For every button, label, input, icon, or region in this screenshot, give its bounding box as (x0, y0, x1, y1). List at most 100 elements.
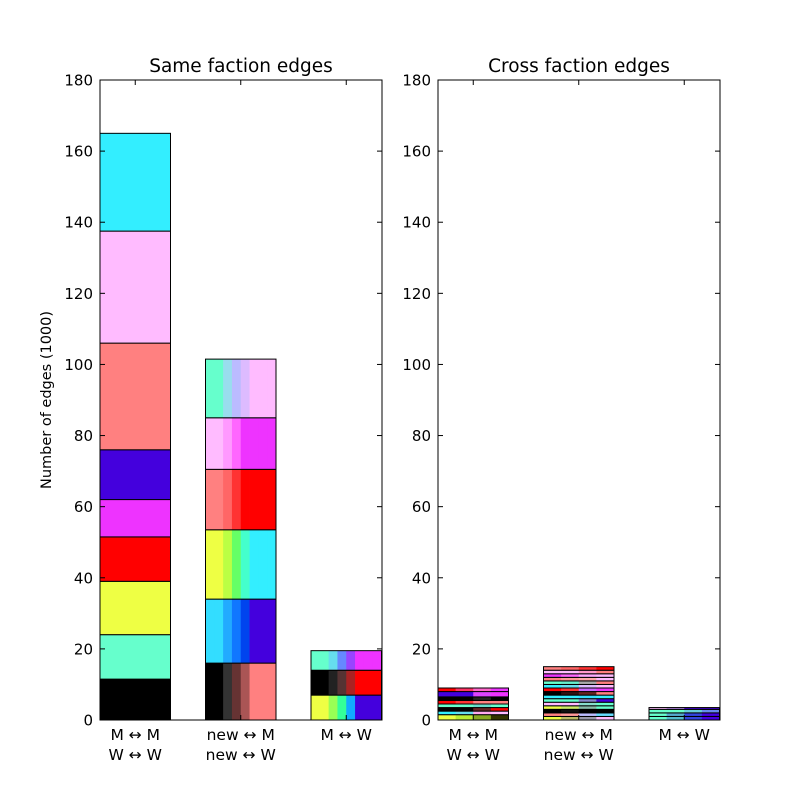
y-tick-label: 120 (402, 285, 431, 303)
segment-stripe (649, 707, 668, 710)
segment-stripe (328, 650, 338, 671)
segment-stripe (561, 695, 580, 699)
segment-stripe (363, 670, 374, 696)
segment-stripe (561, 691, 580, 696)
bar-segment (99, 449, 171, 501)
segment-stripe (455, 700, 474, 704)
segment-stripe (543, 666, 562, 671)
segment-stripe (438, 688, 457, 692)
y-tick-label: 60 (74, 498, 93, 516)
segment-stripe (561, 712, 580, 717)
bar-segment (543, 705, 615, 710)
segment-stripe (578, 670, 597, 674)
y-tick-label: 140 (64, 214, 93, 232)
y-tick-label: 100 (64, 356, 93, 374)
segment-stripe (578, 688, 597, 692)
segment-stripe (561, 670, 580, 674)
bar-segment (437, 696, 509, 701)
segment-stripe (346, 650, 356, 671)
x-tick-label: M ↔ W (320, 726, 372, 744)
segment-stripe (205, 663, 215, 720)
segment-stripe (666, 709, 685, 713)
cross-faction-panel: Cross faction edges 0 20 40 60 80 100 120 140 16… (402, 56, 721, 764)
segment-stripe (337, 670, 347, 696)
segment-stripe (205, 599, 215, 664)
segment-stripe (223, 469, 233, 530)
segment-stripe (561, 716, 580, 720)
segment-stripe (561, 688, 580, 692)
segment-stripe (100, 634, 171, 680)
bar-segment (99, 230, 171, 344)
segment-stripe (355, 670, 365, 696)
segment-outline (543, 666, 615, 671)
segment-stripe (596, 709, 615, 713)
segment-stripe (205, 359, 215, 418)
segment-stripe (578, 677, 597, 681)
bar-segment (437, 699, 509, 705)
bar-segment (543, 680, 615, 685)
segment-stripe (543, 702, 562, 706)
segment-stripe (543, 691, 562, 696)
segment-stripe (372, 695, 382, 720)
segment-stripe (438, 704, 457, 708)
segment-stripe (205, 529, 215, 600)
segment-stripe (596, 712, 615, 717)
segment-stripe (701, 712, 720, 717)
segment-stripe (490, 711, 509, 715)
bar-segment (205, 598, 277, 664)
bar-segment (99, 580, 171, 636)
bar-segment (205, 358, 277, 419)
same-faction-panel: Same faction edges Number of edges (1000… (39, 56, 383, 764)
segment-stripe (684, 709, 703, 713)
segment-stripe (249, 599, 259, 664)
segment-stripe (249, 359, 259, 418)
y-tick-label: 160 (64, 143, 93, 161)
segment-stripe (311, 670, 321, 696)
bar-segment (543, 673, 615, 678)
bar-segment (99, 499, 171, 538)
segment-stripe (214, 417, 224, 470)
segment-stripe (561, 709, 580, 713)
segment-stripe (701, 707, 720, 710)
segment-stripe (355, 650, 365, 671)
segment-stripe (543, 716, 562, 720)
segment-stripe (337, 695, 347, 720)
segment-stripe (596, 673, 615, 678)
segment-stripe (249, 417, 259, 470)
segment-stripe (240, 529, 250, 600)
segment-stripe (214, 529, 224, 600)
y-tick-label: 0 (421, 712, 431, 730)
segment-stripe (596, 688, 615, 692)
segment-stripe (100, 679, 171, 720)
segment-stripe (337, 650, 347, 671)
segment-stripe (596, 691, 615, 696)
bar-segment (99, 634, 171, 680)
segment-stripe (543, 680, 562, 685)
segment-stripe (578, 712, 597, 717)
bar-segment (543, 698, 615, 703)
segment-stripe (543, 673, 562, 678)
segment-stripe (596, 666, 615, 671)
x-tick-label-line2: new ↔ W (544, 746, 614, 764)
segment-stripe (578, 684, 597, 688)
segment-stripe (258, 359, 268, 418)
segment-stripe (490, 704, 509, 708)
segment-stripe (473, 696, 492, 701)
y-tick-label: 20 (74, 640, 93, 658)
segment-stripe (258, 417, 268, 470)
segment-stripe (596, 705, 615, 710)
bar-segment (437, 710, 509, 716)
bar (543, 666, 615, 721)
segment-stripe (455, 696, 474, 701)
bar-segment (543, 694, 615, 700)
segment-stripe (267, 469, 277, 530)
segment-stripe (258, 469, 268, 530)
segment-stripe (223, 599, 233, 664)
segment-stripe (267, 529, 277, 600)
bar-segment (205, 417, 277, 470)
segment-stripe (596, 684, 615, 688)
segment-stripe (214, 469, 224, 530)
segment-stripe (490, 700, 509, 704)
bar-segment (543, 666, 615, 671)
bar-segment (205, 468, 277, 531)
